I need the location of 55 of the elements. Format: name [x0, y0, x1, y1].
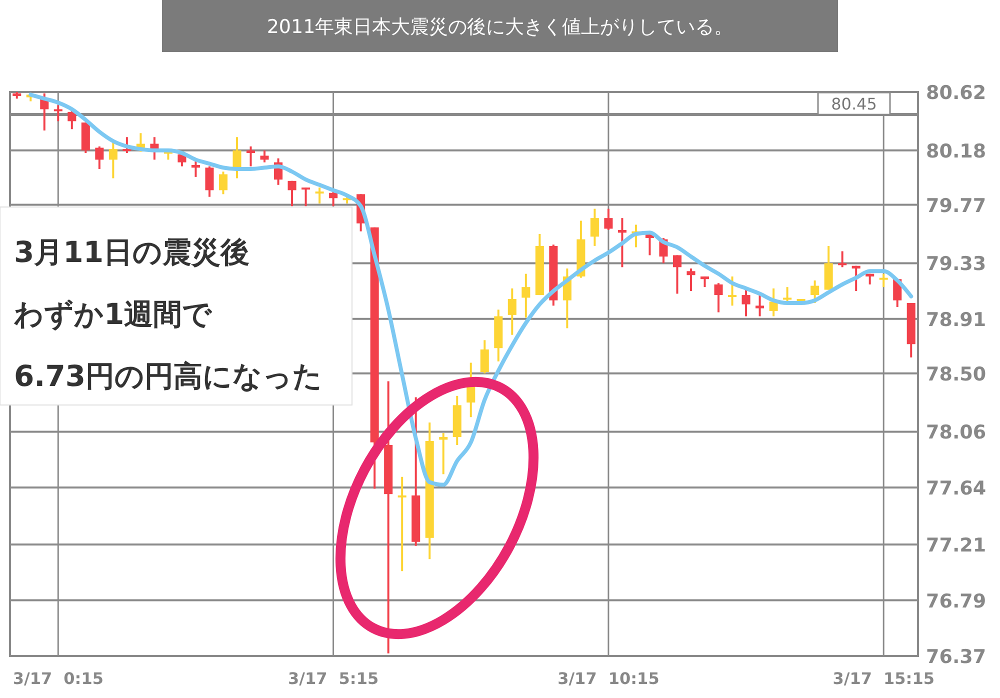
candlestick [756, 294, 764, 318]
candlestick [783, 286, 792, 304]
candlestick [191, 158, 200, 178]
candlestick [672, 254, 682, 295]
candlestick [838, 250, 847, 268]
annotation: わずか1週間で [13, 297, 214, 331]
x-tick-label: 3/17 15:15 [832, 669, 934, 688]
candlestick [398, 476, 406, 572]
y-tick-label: 79.77 [926, 194, 986, 217]
candlestick [728, 275, 737, 307]
y-tick-label: 80.62 [926, 82, 986, 104]
candlestick [879, 272, 888, 288]
annotation: 6.73円の円高になった [14, 359, 323, 393]
x-tick-label: 3/17 0:15 [12, 669, 104, 688]
candlestick [714, 282, 723, 314]
candlestick [439, 432, 448, 476]
candlestick [508, 287, 516, 336]
candlestick [68, 110, 76, 130]
candlestick [302, 186, 310, 208]
candlestick [315, 186, 324, 204]
candlestick [288, 180, 296, 208]
candlestick [260, 149, 269, 164]
candlestick [522, 272, 530, 319]
candlestick [810, 279, 820, 304]
y-tick-label: 79.33 [926, 253, 986, 276]
candlestick [769, 287, 778, 318]
candlestick [686, 268, 696, 292]
x-tick-label: 3/17 5:15 [288, 669, 379, 688]
y-tick-label: 76.37 [926, 646, 986, 668]
candlestick [742, 287, 750, 318]
candlestick [329, 190, 338, 208]
candlestick [618, 217, 626, 268]
y-tick-label: 77.21 [926, 534, 986, 557]
y-tick-label: 76.79 [926, 590, 986, 612]
y-tick-label: 78.06 [926, 422, 986, 444]
y-tick-label: 77.64 [926, 477, 986, 500]
y-tick-label: 80.18 [926, 140, 986, 162]
candlestick [218, 170, 228, 196]
y-tick-label: 78.50 [926, 363, 986, 386]
candlestick [108, 141, 118, 180]
candlestick [205, 165, 214, 198]
x-tick-label: 3/17 10:15 [558, 669, 660, 688]
candlestick [852, 264, 860, 292]
candlestick [590, 208, 599, 247]
ref-line-label: 80.45 [831, 94, 877, 114]
annotation: 3月11日の震災後 [14, 235, 250, 269]
y-tick-label: 78.91 [926, 308, 986, 331]
candlestick [122, 136, 132, 154]
candlestick [54, 104, 62, 122]
chart-title: 2011年東日本大震災の後に大きく値上がりしている。 [266, 16, 734, 38]
candlestick [232, 136, 242, 180]
candlestick [246, 145, 256, 168]
candlestick [95, 145, 104, 170]
candlestick [480, 339, 489, 374]
candlestick [604, 208, 613, 232]
